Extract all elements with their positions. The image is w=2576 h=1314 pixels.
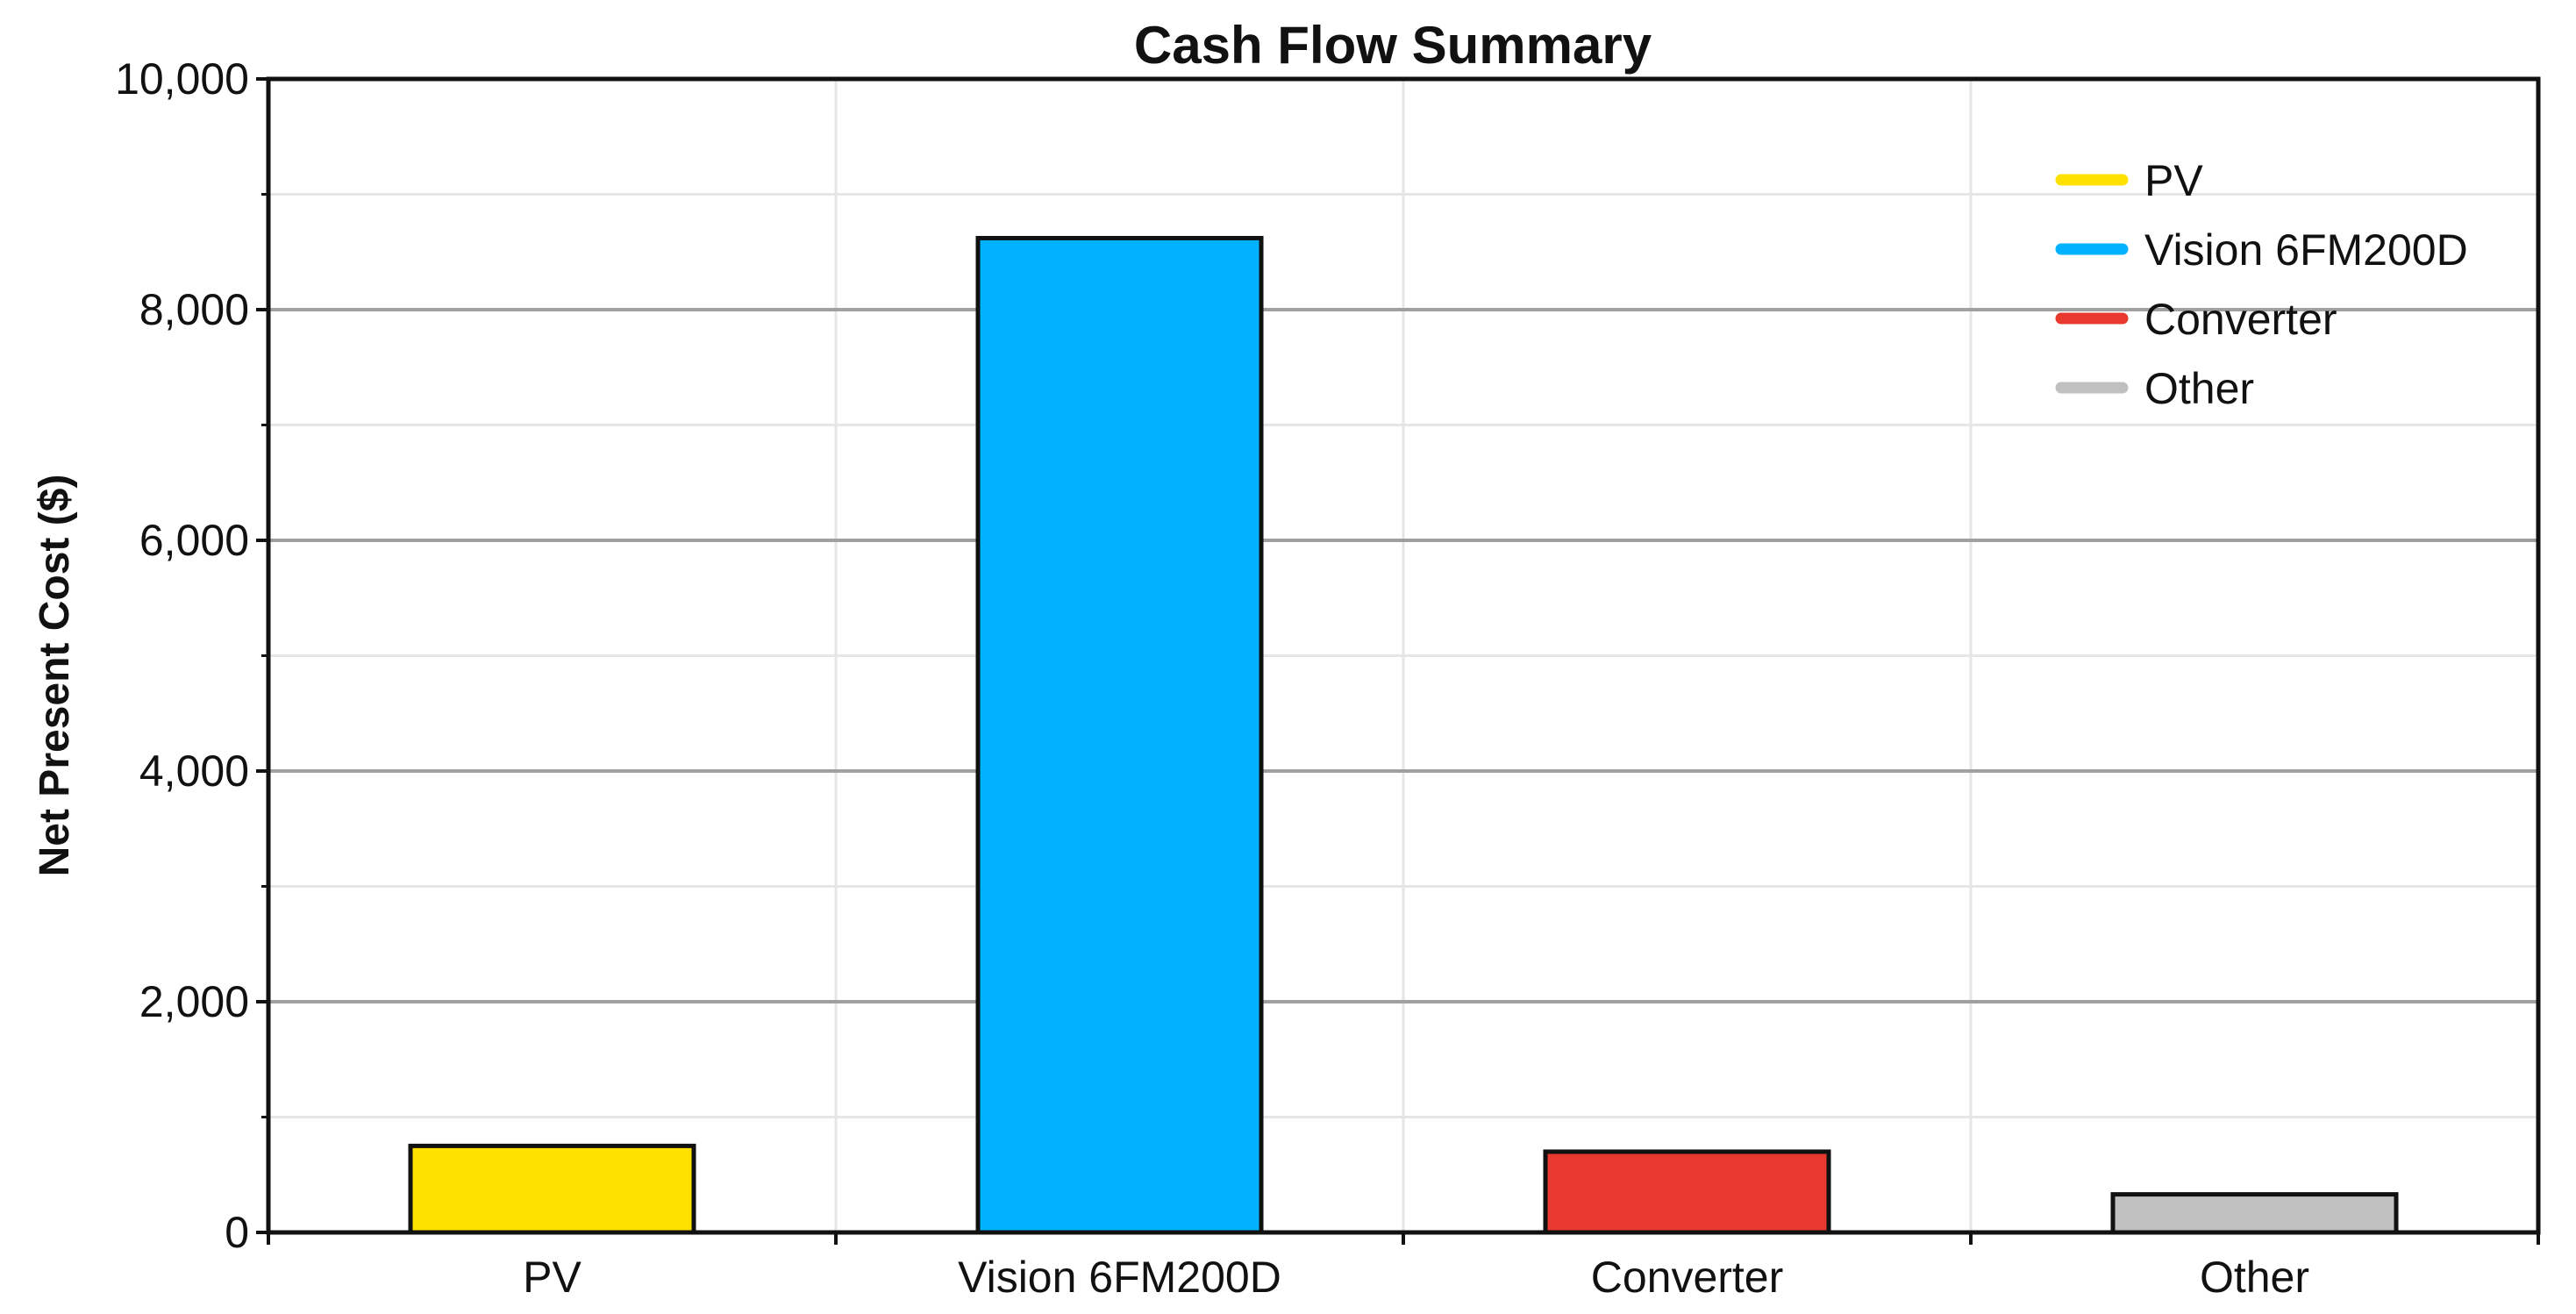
bar-vision-6fm200d [975, 235, 1264, 1235]
y-axis-title: Net Present Cost ($) [32, 475, 78, 877]
legend: PV Vision 6FM200D Converter Other [2055, 156, 2468, 413]
bar-pv [408, 1143, 696, 1235]
bars-layer [408, 235, 2399, 1235]
bar-other [2110, 1192, 2399, 1235]
y-tick-label: 6,000 [139, 516, 249, 565]
x-tick-label: Converter [1591, 1253, 1784, 1302]
y-tick-label: 8,000 [139, 285, 249, 334]
y-tick-label: 2,000 [139, 977, 249, 1026]
legend-label: Other [2144, 364, 2254, 413]
grid-layer [268, 79, 2538, 1232]
y-tick-label: 4,000 [139, 746, 249, 796]
x-tick-label: PV [523, 1253, 582, 1302]
legend-label: Converter [2144, 295, 2337, 344]
legend-label: Vision 6FM200D [2144, 225, 2468, 275]
y-tick-label: 10,000 [115, 54, 249, 104]
ticks-layer: 0 2,000 4,000 6,000 8,000 10,000 PV Vision 6FM2… [115, 54, 2540, 1302]
legend-label: PV [2144, 156, 2203, 205]
bar-converter [1543, 1149, 1831, 1235]
x-tick-label: Vision 6FM200D [958, 1253, 1281, 1302]
chart-title: Cash Flow Summary [1134, 16, 1652, 75]
x-tick-label: Other [2200, 1253, 2309, 1302]
y-tick-label: 0 [225, 1208, 249, 1257]
